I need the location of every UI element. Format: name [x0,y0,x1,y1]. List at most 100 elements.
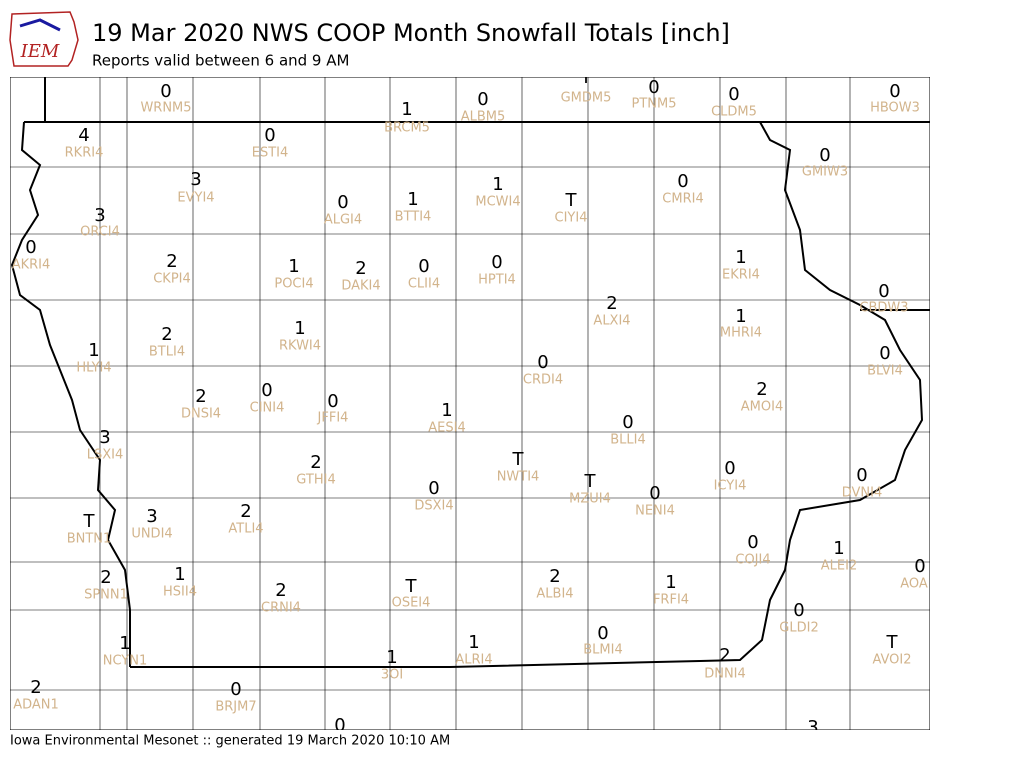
station-id: HLYI4 [76,361,111,376]
station-value: 3 [99,427,110,448]
station-value: 0 [724,458,735,479]
station-value: 0 [418,256,429,277]
station-id: NENI4 [635,504,675,519]
station-value: 0 [677,171,688,192]
station-id: CINI4 [250,401,285,416]
station: 3 [807,717,818,730]
title: 19 Mar 2020 NWS COOP Month Snowfall Tota… [92,19,730,47]
station-value: 2 [756,379,767,400]
station-value: 1 [735,247,746,268]
station-id: DVNI4 [842,486,883,501]
state-border [699,121,924,662]
station-value: 2 [549,566,560,587]
station-value: 0 [649,483,660,504]
station-value: 1 [407,189,418,210]
station-id: MHRI4 [720,326,762,341]
station-id: WRNM5 [140,101,191,116]
station-id: DSXI4 [414,499,453,514]
station-value: 2 [195,386,206,407]
station-id: ALBI4 [536,587,573,602]
station-id: GTHI4 [296,473,335,488]
subtitle: Reports valid between 6 and 9 AM [92,52,349,70]
station-id: DNSI4 [181,407,221,422]
station-id: BLVI4 [867,364,903,379]
station-value: 2 [606,293,617,314]
station-value: 0 [334,715,345,736]
station-id: COJI4 [735,553,770,568]
station-value: 2 [275,580,286,601]
station-id: NWTI4 [497,470,540,485]
station: GMDM5 T [561,77,612,106]
station-id: ICYI4 [714,479,747,494]
state-border [10,121,131,667]
station-id: GMIW3 [802,165,848,180]
station-value: 2 [100,567,111,588]
station-value: 2 [161,324,172,345]
station-id: HSII4 [163,585,197,600]
station-value: 0 [25,237,36,258]
station-id: EKRI4 [722,268,760,283]
logo-mark [19,18,61,32]
station-id: SPNN1 [84,588,128,603]
footer: Iowa Environmental Mesonet :: generated … [10,734,450,749]
station-id: AOA [900,577,928,592]
station-id: AVOI2 [872,653,911,668]
station-value: 0 [728,84,739,105]
station-id: POCI4 [274,277,313,292]
station-id: CRNI4 [261,601,301,616]
station-id: BLMI4 [583,643,622,658]
station-value: 0 [878,281,889,302]
station-value: 0 [428,478,439,499]
station-id: HBOW3 [870,101,920,116]
station-id: LSXI4 [87,448,124,463]
station-value: 3 [94,205,105,226]
station-id: JFFI4 [317,411,349,426]
station-id: ATLI4 [228,522,263,537]
station-value: 1 [88,340,99,361]
station-value: 2 [30,677,41,698]
station-value: 1 [735,306,746,327]
station-value: 1 [386,647,397,668]
station-id: ESTI4 [252,146,289,161]
station-value: 2 [355,258,366,279]
station-id: BNTN1 [67,532,112,547]
station-id: DAKI4 [341,279,380,294]
station-value: 0 [160,81,171,102]
station-id: CRDI4 [523,373,563,388]
station-value: 1 [833,538,844,559]
logo-outline [9,11,79,67]
station-value: T [565,190,578,211]
station-value: T [584,471,597,492]
station-id: BRCM5 [384,121,430,136]
station-id: EVYI4 [177,191,214,206]
